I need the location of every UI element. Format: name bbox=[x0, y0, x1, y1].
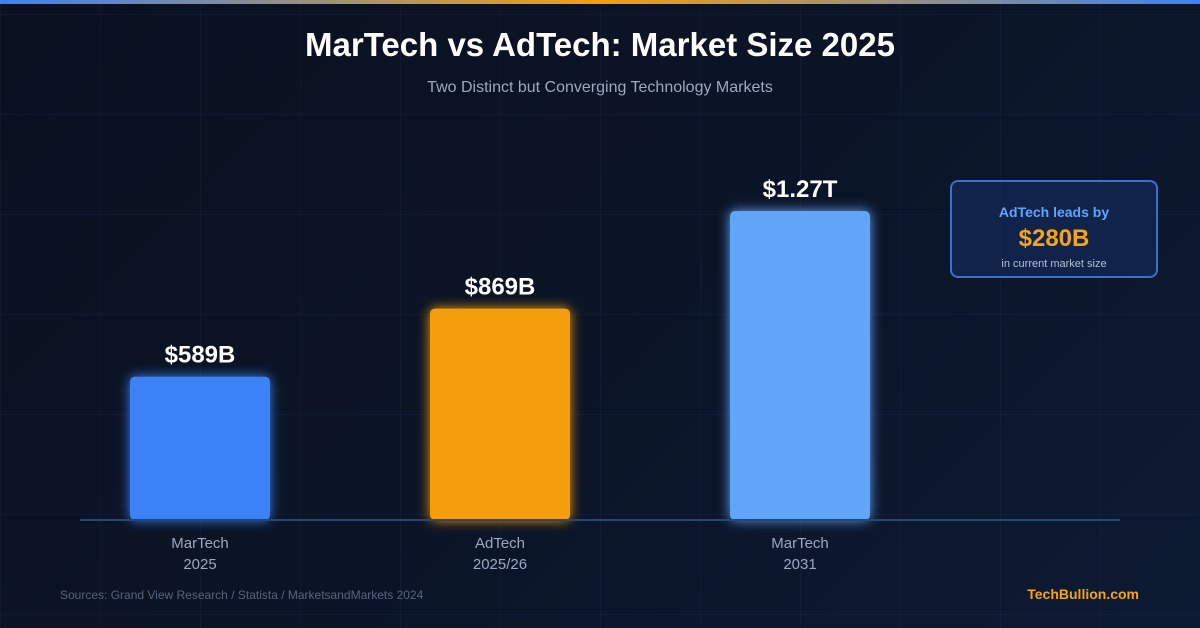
data-label-1: $869B bbox=[465, 274, 536, 301]
bar-1 bbox=[430, 308, 570, 520]
category-label-2-line-0: MarTech bbox=[771, 535, 829, 552]
callout-amount: $280B bbox=[1018, 225, 1090, 252]
bar-2 bbox=[730, 211, 870, 520]
category-label-0-line-0: MarTech bbox=[171, 535, 229, 552]
callout-lead: AdTech leads by bbox=[998, 204, 1110, 220]
category-label-0-line-1: 2025 bbox=[183, 556, 216, 573]
category-label-1-line-1: 2025/26 bbox=[473, 556, 527, 573]
data-label-2: $1.27T bbox=[763, 176, 838, 203]
category-label-2-line-1: 2031 bbox=[783, 556, 816, 573]
chart-subtitle: Two Distinct but Converging Technology M… bbox=[427, 79, 773, 96]
data-label-0: $589B bbox=[165, 342, 236, 369]
callout-box: AdTech leads by $280B in current market … bbox=[950, 180, 1158, 278]
top-accent-bar bbox=[0, 0, 1200, 4]
brand-link[interactable]: TechBullion.com bbox=[1027, 586, 1139, 602]
callout-note: in current market size bbox=[1001, 258, 1107, 270]
source-note: Sources: Grand View Research / Statista … bbox=[60, 588, 424, 602]
bar-0 bbox=[130, 376, 270, 520]
category-label-1-line-0: AdTech bbox=[475, 535, 525, 552]
chart-title: MarTech vs AdTech: Market Size 2025 bbox=[305, 26, 895, 63]
